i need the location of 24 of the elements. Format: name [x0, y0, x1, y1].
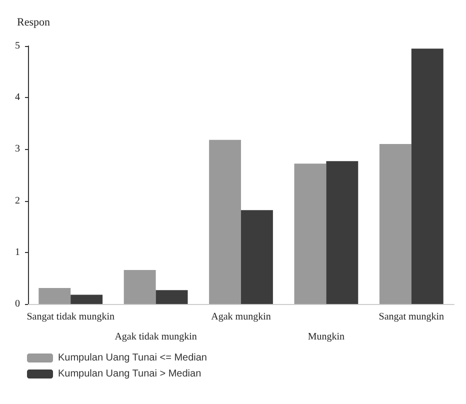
y-tick-label: 1 [15, 246, 20, 258]
legend-label: Kumpulan Uang Tunai <= Median [58, 352, 207, 364]
bar [379, 144, 412, 304]
bar [38, 288, 71, 304]
y-tick-label: 4 [15, 92, 20, 104]
bar [209, 140, 241, 304]
bar [124, 270, 156, 304]
x-tick-label: Sangat mungkin [378, 312, 444, 322]
x-tick-label: Agak mungkin [211, 312, 271, 322]
y-tick-label: 0 [15, 298, 20, 310]
y-axis-title: Respon [17, 16, 50, 28]
x-tick-label: Agak tidak mungkin [114, 332, 197, 342]
legend-label: Kumpulan Uang Tunai > Median [58, 368, 202, 380]
bar [294, 164, 326, 304]
bar [241, 210, 273, 304]
bar [411, 48, 444, 304]
y-tick-label: 5 [15, 40, 20, 52]
x-tick-label: Sangat tidak mungkin [26, 312, 114, 322]
bar [70, 294, 103, 304]
y-tick-label: 3 [15, 144, 20, 155]
bar [156, 290, 188, 304]
x-tick-label: Mungkin [308, 332, 345, 342]
bar [326, 161, 358, 304]
y-tick-label: 2 [15, 195, 20, 206]
